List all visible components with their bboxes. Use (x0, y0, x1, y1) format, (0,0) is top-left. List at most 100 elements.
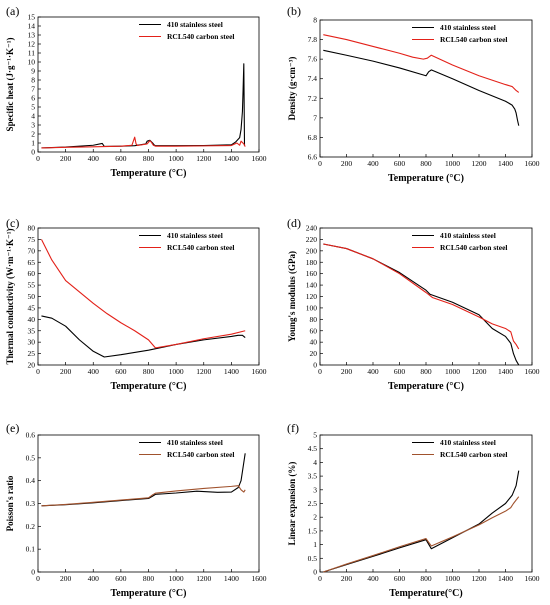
y-tick-label: 4.5 (308, 444, 318, 453)
y-tick-label: 4 (31, 112, 35, 121)
x-tick-label: 1200 (196, 367, 211, 376)
series-line-2 (323, 496, 520, 573)
x-tick-label: 1400 (224, 574, 239, 583)
x-tick-label: 1000 (169, 574, 184, 583)
x-tick-label: 1000 (169, 154, 184, 163)
y-tick-label: 50 (28, 292, 36, 301)
legend-label: RCL540 carbon steel (167, 32, 235, 41)
x-tick-label: 0 (36, 154, 40, 163)
x-tick-label: 200 (60, 367, 72, 376)
y-tick-label: 7.4 (308, 74, 318, 83)
y-tick-label: 70 (28, 246, 36, 255)
x-tick-label: 800 (420, 574, 432, 583)
x-tick-label: 600 (394, 367, 406, 376)
series-line-2 (323, 243, 520, 350)
y-tick-label: 3 (313, 485, 317, 494)
y-tick-label: 180 (306, 258, 318, 267)
y-tick-label: 60 (310, 326, 318, 335)
y-tick-label: 10 (28, 58, 36, 67)
y-tick-label: 5 (31, 103, 35, 112)
series-line-1 (323, 49, 520, 126)
y-tick-label: 20 (310, 349, 318, 358)
y-tick-label: 30 (28, 338, 36, 347)
legend-label: RCL540 carbon steel (440, 35, 508, 44)
y-tick-label: 13 (28, 31, 36, 40)
panel-label: (e) (6, 421, 19, 435)
y-tick-label: 0 (31, 568, 35, 577)
x-tick-label: 400 (88, 574, 100, 583)
y-tick-label: 8 (31, 76, 35, 85)
legend-label: 410 stainless steel (440, 23, 496, 32)
y-axis-label: Poisson's ratio (5, 475, 15, 531)
y-tick-label: 55 (28, 281, 36, 290)
y-axis-label: Thermal conductivity (W·m⁻¹·K⁻¹) (5, 229, 15, 365)
x-tick-label: 1400 (498, 159, 513, 168)
y-tick-label: 100 (306, 303, 318, 312)
y-tick-label: 14 (28, 22, 36, 31)
y-tick-label: 1.5 (308, 526, 318, 535)
y-tick-label: 1 (313, 540, 317, 549)
y-tick-label: 5 (313, 431, 317, 440)
chart-panel-2: (b) 0 200 400 600 800 1000 1200 1400 1600 6.6 6.8 7 7… (287, 4, 540, 184)
x-axis-label: Temperature (°C) (111, 168, 187, 179)
y-tick-label: 7.8 (308, 35, 318, 44)
y-tick-label: 0 (31, 148, 35, 157)
y-tick-label: 35 (28, 326, 36, 335)
y-tick-label: 20 (28, 361, 36, 370)
chart-panel-5: (e) 0 200 400 600 800 1000 1200 1400 1600 0 0.1 0.2 0… (5, 421, 267, 599)
y-axis-label: Young's modulus (GPa) (287, 251, 297, 342)
y-tick-label: 60 (28, 269, 36, 278)
x-tick-label: 200 (60, 574, 72, 583)
y-tick-label: 0.5 (26, 453, 36, 462)
y-tick-label: 3.5 (308, 472, 318, 481)
y-tick-label: 45 (28, 303, 36, 312)
y-tick-label: 0.6 (26, 431, 36, 440)
series-line-2 (41, 136, 246, 149)
x-tick-label: 800 (420, 159, 432, 168)
y-tick-label: 2 (31, 130, 35, 139)
panel-label: (f) (287, 421, 299, 435)
y-tick-label: 80 (310, 315, 318, 324)
y-tick-label: 2 (313, 513, 317, 522)
x-tick-label: 800 (143, 154, 155, 163)
x-tick-label: 800 (420, 367, 432, 376)
x-tick-label: 800 (143, 367, 155, 376)
panel-label: (d) (287, 216, 301, 230)
x-tick-label: 1600 (252, 574, 267, 583)
x-tick-label: 0 (318, 367, 322, 376)
y-tick-label: 6.8 (308, 133, 318, 142)
x-tick-label: 1400 (498, 574, 513, 583)
x-tick-label: 400 (367, 159, 379, 168)
x-tick-label: 1200 (472, 574, 487, 583)
chart-panel-6: (f) 0 200 400 600 800 1000 1200 1400 1600 0 0.5 1 1.5… (287, 421, 540, 599)
x-tick-label: 1600 (525, 367, 540, 376)
y-tick-label: 4 (313, 458, 317, 467)
x-axis-label: Temperature (°C) (111, 588, 187, 599)
legend-label: 410 stainless steel (167, 231, 223, 240)
series-line-2 (41, 485, 246, 507)
y-tick-label: 7 (31, 85, 35, 94)
x-tick-label: 1600 (525, 574, 540, 583)
series-line-1 (41, 63, 246, 149)
x-tick-label: 1600 (252, 154, 267, 163)
x-tick-label: 1200 (196, 154, 211, 163)
x-tick-label: 400 (367, 574, 379, 583)
x-tick-label: 1000 (445, 574, 460, 583)
x-axis-label: Temperature (°C) (388, 381, 464, 392)
x-tick-label: 1400 (224, 154, 239, 163)
x-tick-label: 200 (341, 367, 353, 376)
chart-panel-3: (c) 0 200 400 600 800 1000 1200 1400 1600 20 25 30 35… (5, 216, 267, 392)
x-tick-label: 0 (318, 159, 322, 168)
legend-label: 410 stainless steel (440, 231, 496, 240)
y-tick-label: 240 (306, 224, 318, 233)
y-tick-label: 0 (313, 361, 317, 370)
x-tick-label: 200 (60, 154, 72, 163)
legend-label: RCL540 carbon steel (167, 243, 235, 252)
series-line-1 (323, 470, 520, 573)
y-axis-label: Linear expansion (%) (287, 462, 297, 546)
y-tick-label: 0 (313, 568, 317, 577)
x-tick-label: 600 (115, 367, 127, 376)
x-tick-label: 0 (36, 574, 40, 583)
x-tick-label: 1200 (472, 159, 487, 168)
y-axis-label: Density (g·cm⁻³) (287, 57, 297, 121)
